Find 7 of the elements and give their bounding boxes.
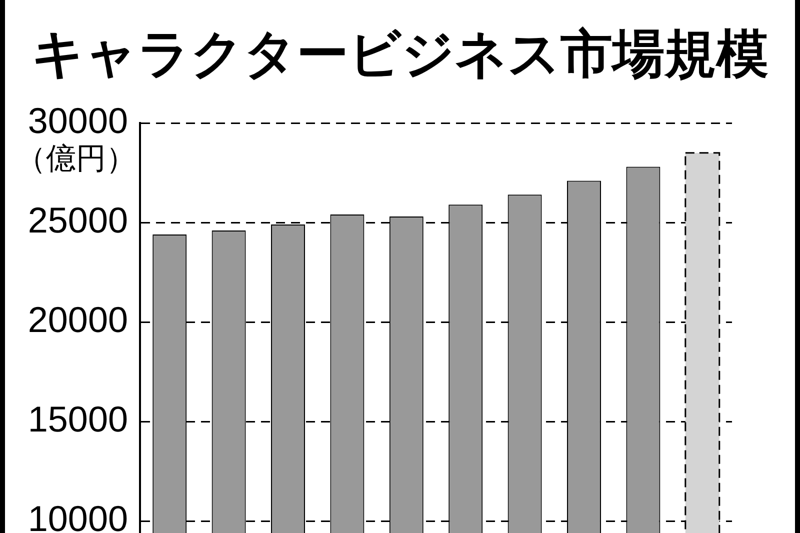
y-axis-title: （億円） bbox=[16, 142, 136, 176]
y-tick-label: 30000 bbox=[28, 100, 128, 141]
chart-title: キャラクタービジネス市場規模 bbox=[32, 25, 768, 84]
y-tick-label: 20000 bbox=[28, 298, 128, 340]
y-tick-label: 15000 bbox=[28, 398, 128, 440]
y-tick-label: 25000 bbox=[28, 199, 128, 240]
y-tick-label: 10000 bbox=[28, 498, 128, 533]
